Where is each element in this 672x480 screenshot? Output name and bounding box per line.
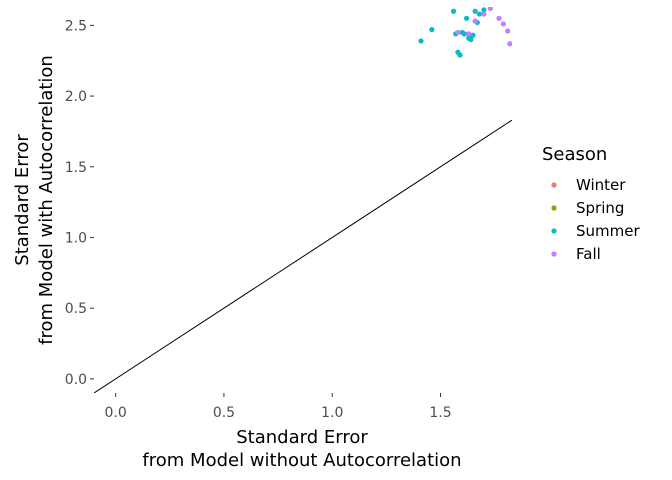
reference-line-layer <box>94 119 512 393</box>
data-point-fall <box>500 21 506 27</box>
plot-panel: 0.0 0.5 1.0 1.5 2.0 2.5 0.0 0.5 1.0 1.5 <box>65 7 512 421</box>
x-tick-label: 0.0 <box>105 405 127 421</box>
data-point-summer <box>463 15 470 21</box>
x-axis: 0.0 0.5 1.0 1.5 <box>105 393 452 421</box>
legend-label-spring: Spring <box>576 199 624 217</box>
y-tick-label: 0.0 <box>65 372 87 388</box>
y-tick-label: 1.0 <box>65 230 87 246</box>
data-point-summer <box>472 8 478 14</box>
data-point-fall <box>496 15 502 21</box>
data-point-fall <box>507 41 512 47</box>
data-point-summer <box>468 36 474 43</box>
data-point-fall <box>505 28 511 34</box>
legend-label-fall: Fall <box>576 245 601 263</box>
data-point-fall <box>472 18 478 24</box>
legend: Season Winter Spring Summer Fall <box>542 144 640 263</box>
y-axis-title: Standard Error from Model with Autocorre… <box>12 55 57 345</box>
legend-swatch-winter <box>551 182 557 188</box>
data-point-fall <box>455 29 461 36</box>
legend-item-fall: Fall <box>551 245 601 263</box>
y-tick-label: 2.5 <box>65 18 87 34</box>
x-axis-title-line-2: from Model without Autocorrelation <box>142 450 461 471</box>
y-axis-title-line-2: from Model with Autocorrelation <box>36 55 57 345</box>
legend-label-winter: Winter <box>576 176 626 194</box>
y-tick-label: 1.5 <box>65 160 87 176</box>
x-axis-title: Standard Error from Model without Autoco… <box>142 427 461 471</box>
data-point-summer <box>418 38 424 44</box>
x-axis-title-line-1: Standard Error <box>236 427 368 448</box>
y-axis-title-line-1: Standard Error <box>12 134 33 266</box>
x-tick-label: 1.0 <box>321 405 343 421</box>
legend-swatch-summer <box>551 228 557 234</box>
x-tick-label: 1.5 <box>429 405 451 421</box>
legend-swatch-spring <box>551 205 557 211</box>
data-point-summer <box>450 8 457 14</box>
legend-title: Season <box>542 144 607 165</box>
y-tick-label: 0.5 <box>65 301 87 317</box>
legend-label-summer: Summer <box>576 222 640 240</box>
x-tick-label: 0.5 <box>213 405 235 421</box>
points-layer <box>418 7 512 58</box>
data-point-summer <box>461 31 467 37</box>
reference-line <box>94 119 512 393</box>
legend-item-summer: Summer <box>551 222 640 240</box>
legend-swatch-fall <box>551 251 557 257</box>
legend-entries: Winter Spring Summer Fall <box>551 176 640 263</box>
legend-item-winter: Winter <box>551 176 626 194</box>
data-point-summer <box>457 52 463 58</box>
y-axis: 0.0 0.5 1.0 1.5 2.0 2.5 <box>65 18 94 388</box>
y-tick-label: 2.0 <box>65 89 87 105</box>
data-point-summer <box>481 7 487 13</box>
data-point-fall <box>487 7 493 12</box>
data-point-fall <box>481 11 487 17</box>
data-point-summer <box>429 27 435 33</box>
data-point-summer <box>476 11 483 17</box>
data-point-summer <box>470 32 476 38</box>
data-point-fall <box>466 31 472 37</box>
legend-item-spring: Spring <box>551 199 624 217</box>
